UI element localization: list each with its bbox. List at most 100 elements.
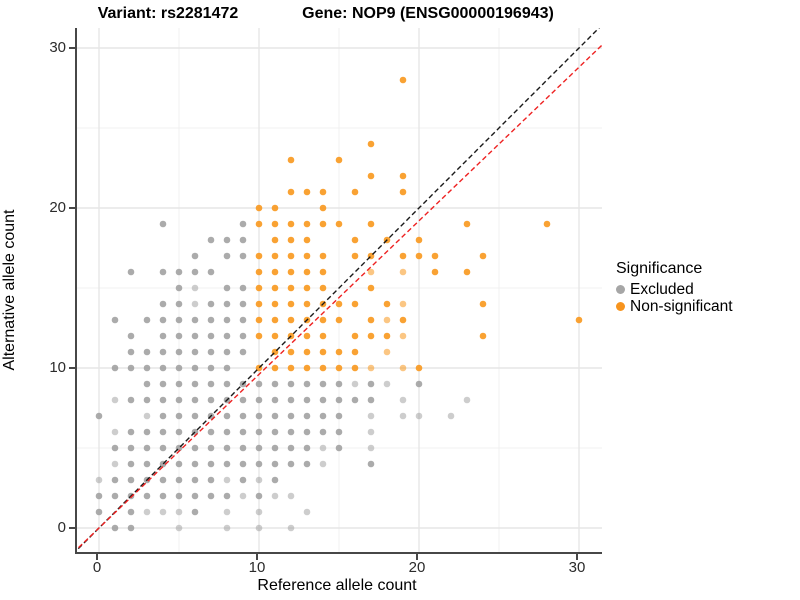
point-excluded — [143, 380, 151, 388]
point-excluded — [271, 476, 279, 484]
point-excluded — [223, 364, 231, 372]
point-excluded — [239, 412, 247, 420]
point-non-significant — [335, 364, 343, 372]
point-non-significant — [303, 284, 311, 292]
point-excluded — [287, 492, 295, 500]
point-excluded — [255, 524, 263, 532]
point-excluded — [367, 460, 375, 468]
point-excluded — [255, 444, 263, 452]
point-non-significant — [335, 300, 343, 308]
point-excluded — [255, 380, 263, 388]
point-excluded — [239, 460, 247, 468]
point-excluded — [191, 476, 199, 484]
point-excluded — [223, 460, 231, 468]
point-non-significant — [255, 284, 263, 292]
point-excluded — [255, 508, 263, 516]
point-excluded — [159, 508, 167, 516]
x-tick-mark — [416, 554, 418, 560]
y-tick-label: 10 — [49, 359, 66, 376]
point-excluded — [223, 508, 231, 516]
point-excluded — [239, 444, 247, 452]
point-excluded — [191, 492, 199, 500]
point-excluded — [191, 364, 199, 372]
point-excluded — [175, 492, 183, 500]
point-excluded — [319, 380, 327, 388]
y-tick-mark — [69, 207, 75, 209]
point-excluded — [175, 332, 183, 340]
point-excluded — [271, 396, 279, 404]
point-excluded — [143, 348, 151, 356]
point-excluded — [223, 380, 231, 388]
point-excluded — [175, 284, 183, 292]
point-excluded — [191, 348, 199, 356]
point-non-significant — [255, 268, 263, 276]
point-excluded — [143, 444, 151, 452]
point-non-significant — [415, 364, 423, 372]
point-non-significant — [335, 348, 343, 356]
x-axis-label: Reference allele count — [257, 577, 417, 594]
point-non-significant — [351, 252, 359, 260]
point-non-significant — [351, 348, 359, 356]
point-non-significant — [287, 188, 295, 196]
point-excluded — [127, 524, 135, 532]
point-excluded — [191, 460, 199, 468]
point-excluded — [191, 396, 199, 404]
x-tick-mark — [96, 554, 98, 560]
point-non-significant — [271, 220, 279, 228]
point-excluded — [239, 332, 247, 340]
point-non-significant — [319, 220, 327, 228]
point-excluded — [319, 396, 327, 404]
point-non-significant — [399, 252, 407, 260]
point-excluded — [367, 444, 375, 452]
point-excluded — [207, 396, 215, 404]
identity-line — [77, 28, 600, 551]
point-excluded — [207, 268, 215, 276]
legend-title: Significance — [616, 260, 703, 277]
point-excluded — [191, 380, 199, 388]
point-non-significant — [383, 300, 391, 308]
point-excluded — [303, 428, 311, 436]
point-non-significant — [463, 268, 471, 276]
point-non-significant — [303, 220, 311, 228]
point-non-significant — [319, 268, 327, 276]
point-excluded — [303, 412, 311, 420]
point-non-significant — [271, 316, 279, 324]
point-non-significant — [351, 300, 359, 308]
point-excluded — [415, 380, 423, 388]
x-tick-label: 20 — [408, 559, 426, 576]
point-non-significant — [367, 268, 375, 276]
point-excluded — [287, 428, 295, 436]
point-excluded — [223, 284, 231, 292]
point-non-significant — [271, 284, 279, 292]
point-excluded — [367, 428, 375, 436]
point-non-significant — [367, 332, 375, 340]
point-non-significant — [287, 268, 295, 276]
point-excluded — [159, 268, 167, 276]
point-excluded — [207, 316, 215, 324]
point-excluded — [159, 220, 167, 228]
point-excluded — [127, 508, 135, 516]
point-excluded — [143, 428, 151, 436]
point-excluded — [207, 332, 215, 340]
point-non-significant — [287, 220, 295, 228]
point-non-significant — [319, 364, 327, 372]
point-non-significant — [383, 316, 391, 324]
point-excluded — [239, 236, 247, 244]
point-excluded — [143, 412, 151, 420]
point-excluded — [367, 412, 375, 420]
point-excluded — [175, 508, 183, 516]
scatter-canvas — [77, 28, 602, 552]
point-excluded — [159, 316, 167, 324]
point-excluded — [207, 380, 215, 388]
point-excluded — [287, 524, 295, 532]
excluded-dot-icon — [616, 285, 625, 294]
point-excluded — [143, 364, 151, 372]
point-excluded — [175, 364, 183, 372]
point-excluded — [111, 476, 119, 484]
point-non-significant — [319, 316, 327, 324]
point-excluded — [223, 252, 231, 260]
point-excluded — [191, 444, 199, 452]
point-non-significant — [399, 188, 407, 196]
point-excluded — [367, 380, 375, 388]
